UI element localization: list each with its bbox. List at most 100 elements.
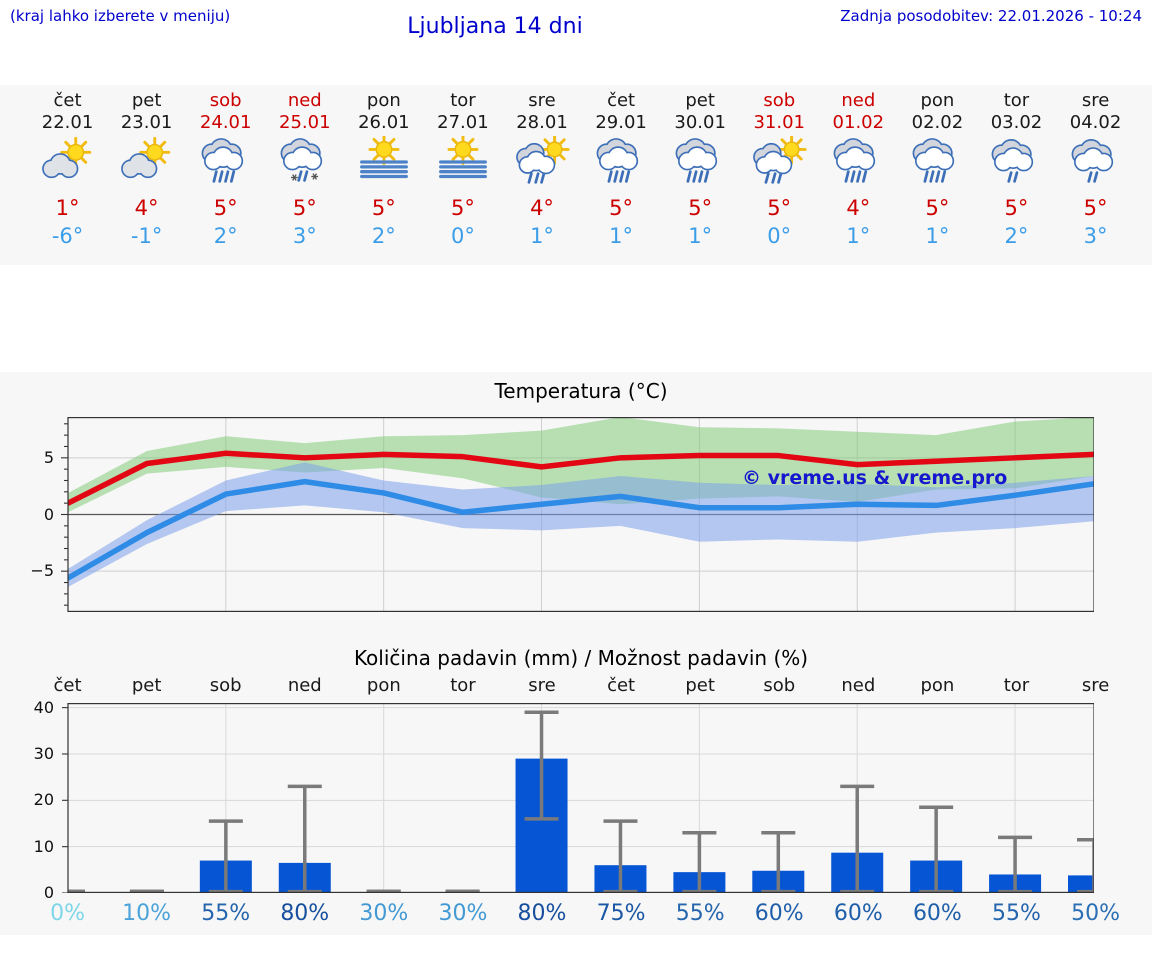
day-date: 28.01 [516,112,568,133]
forecast-day-column[interactable]: pet 30.01 5° 1° [661,90,740,250]
precip-day-label: ned [841,675,876,696]
sun-rain-glyph [753,136,807,184]
day-name: ned [287,90,322,111]
forecast-day-column[interactable]: sob 31.01 5° 0° [740,90,819,250]
precip-day-label: tor [450,675,476,696]
fog-sun-glyph [359,136,408,179]
precip-day-label: sre [528,675,556,696]
precipitation-probability: 75% [596,901,646,926]
light-rain-icon [977,134,1056,190]
forecast-day-column[interactable]: sob 24.01 5° 2° [186,90,265,250]
day-name: čet [607,90,636,111]
rain-icon [819,134,898,190]
day-name: čet [53,90,82,111]
precip-day-label: pon [366,675,401,696]
day-name: pet [131,90,162,111]
precipitation-probability: 60% [833,901,883,926]
day-min-temp: 2° [1004,224,1029,248]
day-min-temp: 3° [1083,224,1108,248]
day-min-temp: -6° [51,224,84,248]
day-date: 02.02 [911,112,964,133]
partly-cloudy-icon [28,134,107,190]
day-date: 24.01 [199,112,252,133]
precip-day-label: sob [209,675,242,696]
forecast-day-column[interactable]: sre 04.02 5° 3° [1056,90,1135,250]
day-name: sob [209,90,242,111]
precipitation-probability: 60% [754,901,804,926]
day-name: pet [685,90,715,111]
day-min-temp: 0° [767,224,792,248]
precipitation-chart-title: Količina padavin (mm) / Možnost padavin … [353,646,809,670]
precipitation-day-labels: čet pet sob ned pon tor sre čet pet sob ned pon tor s… [28,674,1135,698]
sun-rain-glyph [516,136,570,184]
y-axis-tick-label: 0 [43,883,54,902]
day-max-temp: 5° [1083,196,1108,220]
precip-day-label: tor [1003,675,1030,696]
location-hint-link[interactable]: (kraj lahko izberete v meniju) [10,7,231,25]
y-axis-tick-label: 40 [33,697,54,717]
day-max-temp: 5° [925,196,950,220]
day-max-temp: 5° [371,196,396,220]
day-max-temp: 5° [767,196,792,220]
y-axis-tick-label: 20 [33,790,54,810]
sun-rain-icon [740,134,819,190]
day-date: 01.02 [832,112,885,133]
sleet-icon [265,134,344,190]
day-max-temp: 4° [134,196,159,220]
partly-cloudy-icon [107,134,186,190]
day-min-temp: 1° [846,224,871,248]
precip-day-label: čet [607,675,636,696]
light-rain-glyph [992,139,1034,183]
partly-cloudy-glyph [41,136,91,179]
day-date: 23.01 [120,112,173,133]
forecast-day-column[interactable]: ned 25.01 5° 3° [265,90,344,250]
precip-day-label: ned [287,675,322,696]
precipitation-probability-row: 0% 10% 55% 80% 30% 30% 80% 75% 55% 60% 60% 60% 55% 50… [28,900,1135,928]
forecast-day-column[interactable]: ned 01.02 4° 1° [819,90,898,250]
forecast-day-column[interactable]: pon 02.02 5° 1° [898,90,977,250]
day-date: 27.01 [437,112,489,133]
day-min-temp: 1° [925,224,950,248]
forecast-day-column[interactable]: čet 22.01 1° -6° [28,90,107,250]
rain-glyph [912,138,955,183]
sleet-glyph [280,138,322,182]
day-min-temp: 0° [450,224,475,248]
precipitation-probability: 0% [50,901,85,926]
forecast-day-column[interactable]: čet 29.01 5° 1° [582,90,661,250]
precipitation-probability: 10% [122,901,172,926]
forecast-day-columns: čet 22.01 1° -6° pet 23.01 4° -1° sob 24.01 5° 2° ne… [28,90,1135,250]
y-axis-tick-label: 10 [33,836,54,856]
y-axis-tick-label: 0 [43,504,54,524]
fog-sun-glyph [438,136,487,179]
forecast-day-column[interactable]: pet 23.01 4° -1° [107,90,186,250]
day-date: 30.01 [674,112,726,133]
day-min-temp: 1° [688,224,713,248]
forecast-day-column[interactable]: sre 28.01 4° 1° [502,90,581,250]
precip-day-label: pon [920,675,955,696]
rain-icon [582,134,661,190]
temperature-chart-title: Temperatura (°C) [494,379,668,403]
precipitation-probability: 50% [1071,901,1120,926]
rain-icon [186,134,265,190]
sun-rain-icon [502,134,581,190]
day-date: 03.02 [990,112,1043,133]
precip-day-label: pet [131,675,162,696]
precipitation-error-bars [68,710,1094,893]
day-min-temp: 1° [530,224,554,248]
temperature-lines [68,450,1094,581]
precipitation-chart [62,703,1094,893]
forecast-day-column[interactable]: tor 27.01 5° 0° [423,90,502,250]
y-axis-tick-label: 30 [33,743,54,763]
precipitation-probability: 80% [517,901,567,926]
day-date: 22.01 [41,112,94,133]
precip-day-label: sre [1081,675,1110,696]
day-name: ned [841,90,876,111]
day-min-temp: 2° [371,224,396,248]
light-rain-icon [1056,134,1135,190]
partly-cloudy-glyph [120,136,170,179]
forecast-day-column[interactable]: pon 26.01 5° 2° [344,90,423,250]
forecast-day-column[interactable]: tor 03.02 5° 2° [977,90,1056,250]
watermark-text: © vreme.us & vreme.pro [742,467,1008,489]
day-max-temp: 4° [846,196,871,220]
